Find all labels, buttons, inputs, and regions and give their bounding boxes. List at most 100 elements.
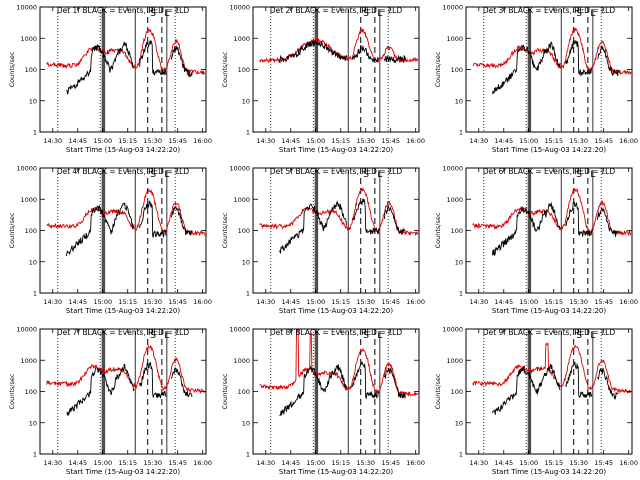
y-tick-label: 100 (451, 227, 463, 235)
lld-series-line (46, 188, 206, 237)
y-axis-label: Counts/sec (434, 373, 442, 409)
x-tick-label: 14:45 (494, 459, 513, 467)
x-tick-label: 16:00 (619, 137, 638, 145)
x-tick-label: 15:00 (93, 298, 112, 306)
events-series-line (279, 39, 406, 64)
y-tick-label: 10000 (16, 4, 37, 12)
panel-title: Det 6f BLACK = Events, RED = LLD (483, 167, 616, 176)
y-tick-label: 10 (455, 419, 463, 427)
y-tick-label: 10000 (442, 326, 463, 334)
x-tick-label: 14:30 (469, 459, 488, 467)
x-tick-label: 16:00 (193, 137, 212, 145)
y-tick-label: 1000 (20, 357, 37, 365)
lld-series-line (472, 342, 632, 394)
x-axis-label: Start Time (15-Aug-03 14:22:20) (492, 307, 606, 315)
y-tick-label: 1 (246, 451, 250, 459)
y-tick-label: 1 (246, 129, 250, 137)
detector-panel: S L 1 10 100 1000 10000 14:30 14:45 15:00 15:15 15:… (221, 4, 425, 155)
panel-title: Det 4f BLACK = Events, RED = LLD (57, 167, 190, 176)
plot-frame (465, 167, 633, 294)
panel-title: Det 5f BLACK = Events, RED = LLD (270, 167, 403, 176)
y-tick-label: 1000 (20, 35, 37, 43)
lld-series-line (259, 186, 419, 237)
events-series-line (279, 198, 406, 254)
y-tick-label: 10000 (229, 165, 250, 173)
plot-frame (252, 167, 420, 294)
marker-letter: L (590, 9, 595, 19)
events-series-line (491, 361, 619, 415)
x-tick-label: 14:30 (43, 298, 62, 306)
marker-letter: L (164, 9, 169, 19)
y-tick-label: 10 (455, 258, 463, 266)
x-axis-label: Start Time (15-Aug-03 14:22:20) (66, 468, 180, 476)
x-tick-label: 15:00 (519, 459, 538, 467)
x-tick-label: 15:30 (143, 137, 162, 145)
detector-panel: S L 1 10 100 1000 10000 14:30 14:45 15:00 15:15 15:… (8, 165, 212, 316)
x-tick-label: 14:45 (281, 459, 300, 467)
lld-series-line (259, 328, 419, 397)
y-tick-label: 100 (238, 388, 250, 396)
y-tick-label: 1 (459, 451, 463, 459)
x-axis-label: Start Time (15-Aug-03 14:22:20) (66, 146, 180, 154)
y-tick-label: 100 (238, 227, 250, 235)
y-axis-label: Counts/sec (221, 51, 229, 87)
plot-frame (252, 6, 420, 133)
x-tick-label: 14:45 (494, 298, 513, 306)
panel-title: Det 3f BLACK = Events, RED = LLD (483, 6, 616, 15)
plot-frame (39, 167, 207, 294)
events-series-line (491, 201, 619, 257)
marker-letter: S (150, 331, 156, 341)
x-tick-label: 16:00 (193, 298, 212, 306)
y-tick-label: 10000 (442, 165, 463, 173)
x-tick-label: 15:00 (306, 298, 325, 306)
x-tick-label: 14:30 (256, 298, 275, 306)
detector-panel: S L 1 10 100 1000 10000 14:30 14:45 15:00 15:15 15:… (221, 165, 425, 316)
x-tick-label: 14:45 (281, 298, 300, 306)
lld-series-line (472, 27, 632, 76)
x-tick-label: 15:45 (168, 459, 187, 467)
plot-frame (39, 328, 207, 455)
marker-letter: L (590, 331, 595, 341)
plot-frame (39, 6, 207, 133)
x-tick-label: 15:15 (544, 137, 563, 145)
panel-title: Det 9f BLACK = Events, RED = LLD (483, 328, 616, 337)
y-tick-label: 10000 (442, 4, 463, 12)
x-tick-label: 15:30 (143, 459, 162, 467)
x-tick-label: 15:15 (331, 298, 350, 306)
x-axis-label: Start Time (15-Aug-03 14:22:20) (492, 468, 606, 476)
y-tick-label: 1000 (20, 196, 37, 204)
x-tick-label: 15:00 (519, 137, 538, 145)
detector-panel: S L 1 10 100 1000 10000 14:30 14:45 15:00 15:15 15:… (8, 326, 212, 477)
y-axis-label: Counts/sec (8, 373, 16, 409)
y-tick-label: 10000 (229, 326, 250, 334)
y-tick-label: 10 (242, 419, 250, 427)
marker-letter: L (590, 170, 595, 180)
marker-letter: S (576, 331, 582, 341)
marker-letter: L (377, 9, 382, 19)
x-tick-label: 15:15 (544, 298, 563, 306)
x-tick-label: 14:45 (68, 137, 87, 145)
panel-title: Det 1f BLACK = Events, RED = LLD (57, 6, 190, 15)
marker-letter: S (363, 9, 369, 19)
x-tick-label: 14:30 (43, 137, 62, 145)
x-tick-label: 14:45 (281, 137, 300, 145)
x-tick-label: 16:00 (619, 459, 638, 467)
x-tick-label: 14:30 (43, 459, 62, 467)
marker-letter: S (576, 170, 582, 180)
marker-letter: L (164, 331, 169, 341)
x-tick-label: 15:45 (381, 137, 400, 145)
x-tick-label: 15:30 (569, 298, 588, 306)
x-tick-label: 14:45 (68, 459, 87, 467)
y-tick-label: 100 (451, 66, 463, 74)
x-tick-label: 15:45 (168, 137, 187, 145)
y-tick-label: 100 (238, 66, 250, 74)
x-tick-label: 14:30 (469, 137, 488, 145)
x-tick-label: 15:30 (569, 137, 588, 145)
y-tick-label: 10 (242, 258, 250, 266)
panel-title: Det 8f BLACK = Events, RED = LLD (270, 328, 403, 337)
y-tick-label: 1 (459, 129, 463, 137)
lld-series-line (472, 187, 632, 237)
x-axis-label: Start Time (15-Aug-03 14:22:20) (492, 146, 606, 154)
x-tick-label: 15:45 (168, 298, 187, 306)
x-tick-label: 15:45 (594, 137, 613, 145)
